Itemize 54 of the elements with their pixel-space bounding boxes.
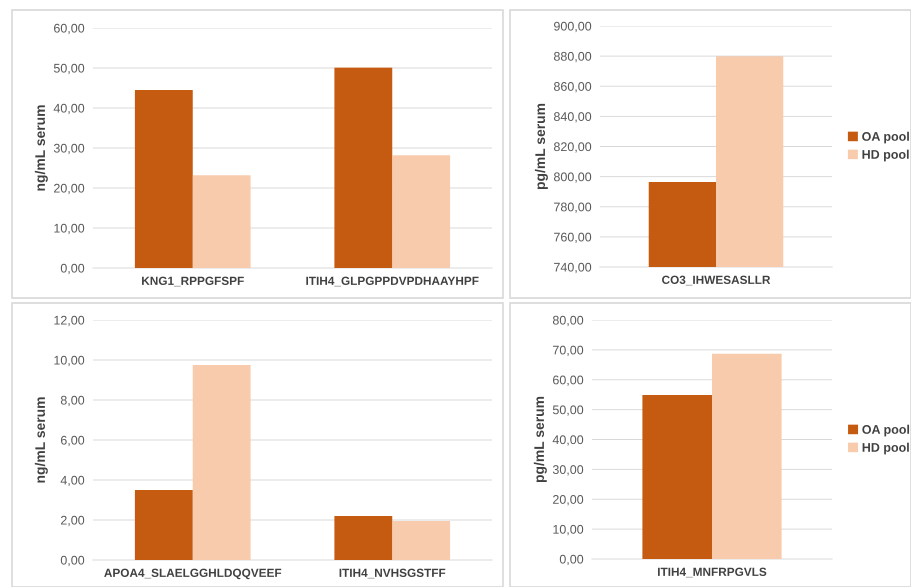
y-axis-title: pg/mL serum <box>534 104 548 190</box>
y-tick-label: 70,00 <box>553 346 584 356</box>
y-tick-label: 800,00 <box>554 172 592 183</box>
y-axis-title: pg/mL serum <box>534 396 547 482</box>
y-tick-label: 60,00 <box>553 376 584 386</box>
y-axis-title: ng/mL serum <box>34 105 48 191</box>
legend-label: HD pool <box>862 150 909 162</box>
y-tick-label: 20,00 <box>553 495 584 506</box>
y-tick-label: 0,00 <box>60 556 84 566</box>
y-tick-label: 30,00 <box>552 465 584 476</box>
y-tick-label: 50,00 <box>54 64 84 74</box>
y-tick-label: 2,00 <box>60 516 84 526</box>
x-tick-label: KNG1_RPPGFSPF <box>142 276 244 286</box>
y-tick-label: 0,00 <box>60 264 84 274</box>
y-tick-label: 8,00 <box>60 396 84 406</box>
y-tick-label: 880,00 <box>554 52 592 62</box>
y-tick-label: 820,00 <box>554 142 592 153</box>
y-tick-label: 740,00 <box>554 262 592 274</box>
legend-label: OA pool <box>862 424 910 436</box>
y-tick-label: 40,00 <box>552 435 584 446</box>
y-tick-label: 0,00 <box>560 554 584 566</box>
y-tick-label: 80,00 <box>552 316 584 326</box>
y-tick-label: 20,00 <box>54 184 84 194</box>
y-tick-label: 10,00 <box>54 356 84 366</box>
y-tick-label: 840,00 <box>554 112 592 123</box>
bar <box>192 175 251 268</box>
x-tick-label: CO3_IHWESASLLR <box>662 276 770 286</box>
x-tick-label: APOA4_SLAELGGHLDQQVEEF <box>104 568 282 580</box>
y-tick-label: 780,00 <box>554 202 592 213</box>
bar <box>392 155 450 268</box>
bar <box>134 90 193 268</box>
x-tick-label: ITIH4_NVHSGSTFF <box>340 568 446 578</box>
legend-label: OA pool <box>862 132 909 144</box>
bar <box>392 521 450 560</box>
bar <box>334 68 392 268</box>
bar <box>134 490 193 560</box>
x-tick-label: ITIH4_GLPGPPDVPDHAAYHPF <box>306 276 479 286</box>
bar <box>334 516 392 560</box>
y-tick-label: 50,00 <box>552 405 584 416</box>
y-tick-label: 900,00 <box>554 22 592 32</box>
y-tick-label: 12,00 <box>54 316 84 326</box>
legend-label: HD pool <box>862 442 909 454</box>
y-tick-label: 60,00 <box>54 24 84 34</box>
bar <box>192 365 251 560</box>
y-tick-label: 4,00 <box>60 476 84 486</box>
y-tick-label: 860,00 <box>554 82 592 92</box>
y-tick-label: 10,00 <box>553 524 584 536</box>
y-tick-label: 6,00 <box>60 436 84 446</box>
x-tick-label: ITIH4_MNFRPGVLS <box>658 568 766 578</box>
y-axis-title: ng/mL serum <box>34 397 48 483</box>
y-tick-label: 30,00 <box>54 144 84 154</box>
y-tick-label: 760,00 <box>554 232 592 244</box>
y-tick-label: 40,00 <box>54 104 84 114</box>
y-tick-label: 10,00 <box>54 224 84 234</box>
